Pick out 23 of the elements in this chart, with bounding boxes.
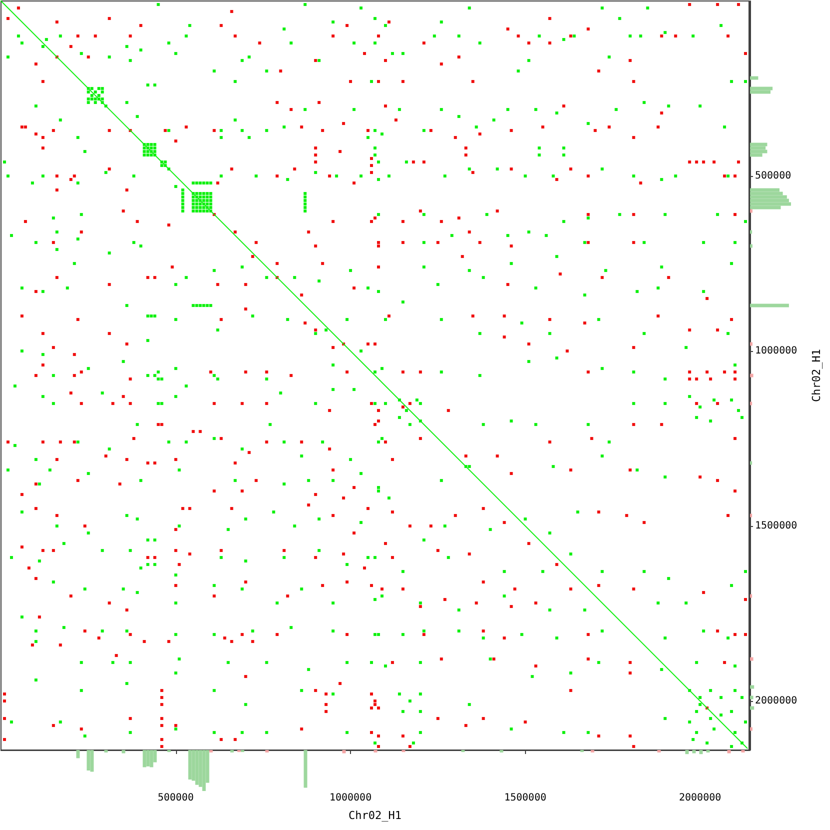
bar (750, 696, 754, 700)
bar (750, 90, 770, 94)
y-tick-label: 500000 (755, 170, 792, 182)
y-tick-label: 2000000 (755, 696, 798, 706)
bar (750, 76, 758, 80)
x-tick-label: 1000000 (329, 792, 372, 804)
bar (750, 86, 773, 90)
bar (750, 706, 754, 710)
bar (750, 657, 754, 661)
x-tick-label: 500000 (158, 792, 194, 804)
y-axis-title: Chr02_H1 (810, 349, 823, 402)
bar (750, 142, 768, 146)
bar (750, 150, 768, 154)
y-tick-label: 1000000 (755, 346, 798, 356)
x-axis-title: Chr02_H1 (348, 809, 402, 822)
bar (750, 202, 791, 206)
x-tick-label: 1500000 (504, 792, 546, 804)
bar (750, 374, 754, 378)
x-tick-label: 2000000 (678, 792, 722, 804)
bar (750, 685, 754, 689)
bar (750, 188, 780, 192)
y-tick-label: 1500000 (755, 520, 798, 532)
bar (750, 304, 789, 308)
